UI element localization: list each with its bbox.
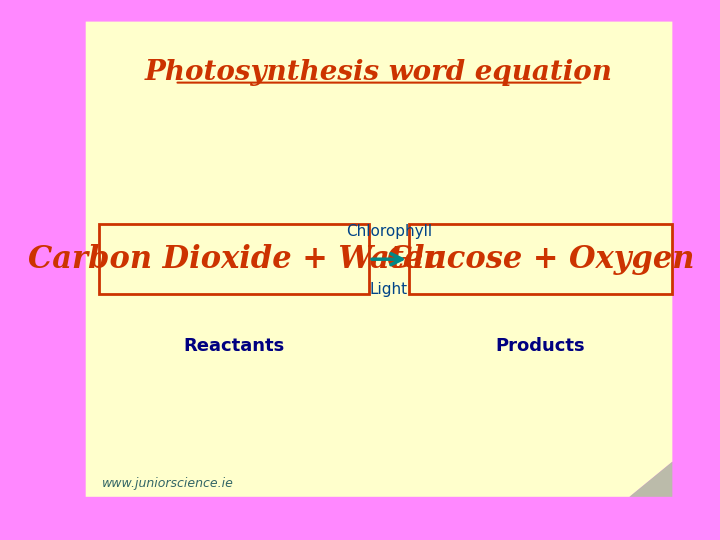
Bar — [409, 224, 672, 294]
Text: Products: Products — [495, 336, 585, 355]
Bar — [99, 224, 369, 294]
Text: Photosynthesis word equation: Photosynthesis word equation — [145, 59, 613, 86]
Polygon shape — [86, 22, 672, 497]
Text: Reactants: Reactants — [184, 336, 284, 355]
Text: Glucose + Oxygen: Glucose + Oxygen — [387, 244, 694, 275]
Text: www.juniorscience.ie: www.juniorscience.ie — [102, 477, 234, 490]
Text: Chlorophyll: Chlorophyll — [346, 224, 432, 239]
Text: Carbon Dioxide + Water: Carbon Dioxide + Water — [28, 244, 440, 275]
Text: Light: Light — [370, 282, 408, 297]
Polygon shape — [629, 462, 672, 497]
